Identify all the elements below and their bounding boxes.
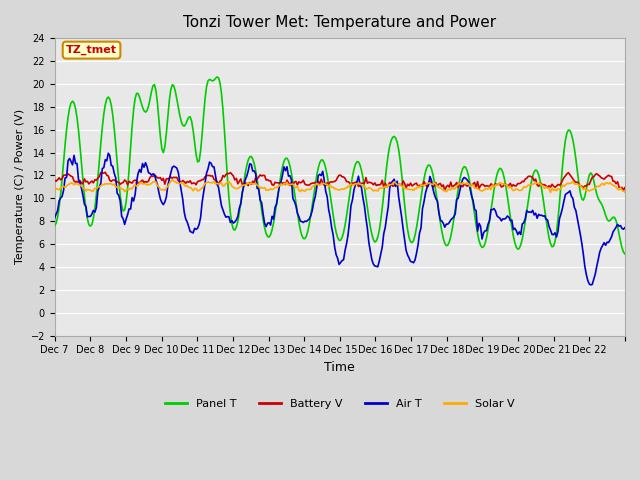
Solar V: [51, 188, 58, 194]
Battery V: [88, 178, 96, 184]
Line: Battery V: Battery V: [54, 172, 625, 191]
Air T: [104, 150, 112, 156]
Air T: [459, 177, 467, 182]
Title: Tonzi Tower Met: Temperature and Power: Tonzi Tower Met: Temperature and Power: [183, 15, 497, 30]
Solar V: [620, 188, 627, 194]
Panel T: [618, 245, 626, 251]
Air T: [70, 153, 78, 158]
Panel T: [459, 166, 467, 171]
Battery V: [621, 185, 629, 191]
Air T: [620, 227, 627, 232]
Solar V: [346, 184, 353, 190]
Line: Panel T: Panel T: [54, 77, 625, 254]
Battery V: [70, 178, 78, 184]
Battery V: [346, 180, 353, 186]
Battery V: [441, 188, 449, 193]
Panel T: [544, 227, 552, 232]
Solar V: [621, 190, 629, 195]
Battery V: [102, 169, 109, 175]
Solar V: [70, 182, 78, 188]
Air T: [51, 215, 58, 221]
Solar V: [547, 190, 554, 195]
Panel T: [346, 193, 353, 199]
Battery V: [545, 183, 553, 189]
Legend: Panel T, Battery V, Air T, Solar V: Panel T, Battery V, Air T, Solar V: [161, 395, 519, 414]
Line: Solar V: Solar V: [54, 180, 625, 192]
Panel T: [51, 223, 58, 228]
Solar V: [88, 189, 96, 194]
Battery V: [51, 177, 58, 183]
Panel T: [70, 100, 78, 106]
Solar V: [544, 185, 552, 191]
Air T: [587, 282, 595, 288]
Air T: [346, 219, 353, 225]
Panel T: [88, 222, 96, 228]
Battery V: [620, 187, 627, 193]
Air T: [88, 211, 96, 217]
Panel T: [213, 74, 221, 80]
Solar V: [168, 177, 176, 182]
Air T: [621, 225, 629, 230]
Air T: [544, 217, 552, 223]
Line: Air T: Air T: [54, 153, 625, 285]
X-axis label: Time: Time: [324, 361, 355, 374]
Panel T: [621, 251, 629, 257]
Text: TZ_tmet: TZ_tmet: [66, 45, 117, 55]
Battery V: [460, 181, 468, 187]
Solar V: [459, 180, 467, 186]
Y-axis label: Temperature (C) / Power (V): Temperature (C) / Power (V): [15, 109, 25, 264]
